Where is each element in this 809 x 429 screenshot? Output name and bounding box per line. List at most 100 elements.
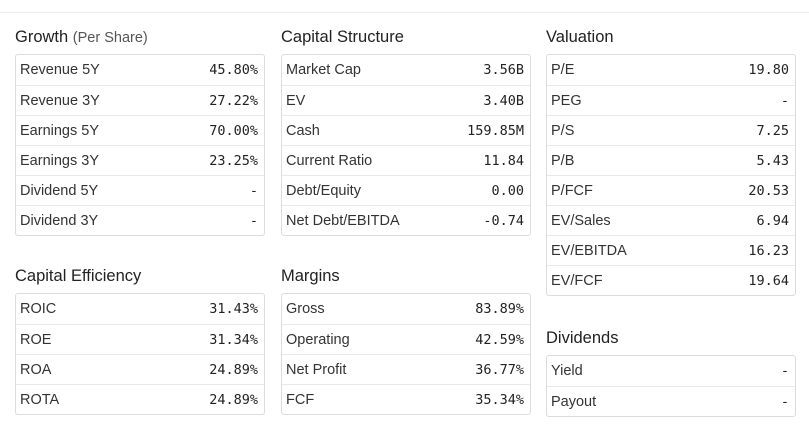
row-value: 16.23	[748, 242, 789, 259]
row-label: ROIC	[20, 301, 57, 317]
row-value: -	[249, 182, 258, 199]
row-label: EV/EBITDA	[551, 242, 627, 259]
table-row: ROIC 31.43%	[16, 294, 264, 324]
section-title: Dividends	[546, 327, 796, 349]
row-label: Dividend 3Y	[20, 212, 99, 229]
table-row: Dividend 5Y -	[16, 175, 264, 205]
top-divider	[0, 12, 809, 13]
row-value: -	[249, 212, 258, 229]
row-label: EV	[286, 92, 306, 109]
row-value: 31.43%	[209, 301, 258, 317]
row-value: 3.56B	[483, 62, 524, 78]
table-row: PEG -	[547, 85, 795, 115]
row-label: P/S	[551, 122, 575, 139]
row-value: 11.84	[483, 152, 524, 169]
row-value: 23.25%	[209, 152, 258, 169]
margins-table: Gross 83.89% Operating 42.59% Net Profit 36…	[281, 293, 531, 415]
row-label: Revenue 5Y	[20, 62, 100, 78]
table-row: EV/Sales 6.94	[547, 205, 795, 235]
growth-subtitle: (Per Share)	[72, 30, 148, 46]
table-row: ROA 24.89%	[16, 354, 264, 384]
row-label: Earnings 5Y	[20, 122, 99, 139]
dividends-table: Yield - Payout -	[546, 355, 796, 417]
row-value: 19.80	[748, 62, 789, 78]
table-row: Debt/Equity 0.00	[282, 175, 530, 205]
row-label: Earnings 3Y	[20, 152, 99, 169]
section-title: Capital Efficiency	[15, 265, 265, 287]
row-value: 24.89%	[209, 391, 258, 408]
row-value: 159.85M	[467, 122, 524, 139]
growth-section: Growth (Per Share) Revenue 5Y 45.80% Reve…	[15, 26, 265, 236]
row-label: Market Cap	[286, 62, 361, 78]
row-value: -	[780, 393, 789, 410]
table-row: Payout -	[547, 386, 795, 416]
row-value: -	[780, 92, 789, 109]
table-row: ROTA 24.89%	[16, 384, 264, 414]
table-row: ROE 31.34%	[16, 324, 264, 354]
capital-structure-section: Capital Structure Market Cap 3.56B EV 3.40…	[281, 26, 531, 236]
row-label: Operating	[286, 331, 350, 348]
row-value: 19.64	[748, 272, 789, 289]
valuation-section: Valuation P/E 19.80 PEG - P/S 7.25 P/B 5.43 …	[546, 26, 796, 296]
margins-section: Margins Gross 83.89% Operating 42.59% Net …	[281, 265, 531, 415]
row-value: 5.43	[756, 152, 789, 169]
table-row: Dividend 3Y -	[16, 205, 264, 235]
row-value: 20.53	[748, 182, 789, 199]
row-label: ROE	[20, 331, 52, 348]
table-row: Gross 83.89%	[282, 294, 530, 324]
row-label: EV/FCF	[551, 272, 603, 289]
row-label: Gross	[286, 301, 325, 317]
table-row: Yield -	[547, 356, 795, 386]
row-value: 83.89%	[475, 301, 524, 317]
row-label: Revenue 3Y	[20, 92, 100, 109]
capital-efficiency-table: ROIC 31.43% ROE 31.34% ROA 24.89% ROTA 24.89…	[15, 293, 265, 415]
row-value: 45.80%	[209, 62, 258, 78]
table-row: Earnings 5Y 70.00%	[16, 115, 264, 145]
row-label: Yield	[551, 363, 583, 379]
row-label: P/E	[551, 62, 575, 78]
table-row: EV 3.40B	[282, 85, 530, 115]
row-value: 6.94	[756, 212, 789, 229]
row-label: Cash	[286, 122, 320, 139]
row-value: 7.25	[756, 122, 789, 139]
capital-structure-table: Market Cap 3.56B EV 3.40B Cash 159.85M Curr…	[281, 54, 531, 236]
table-row: Operating 42.59%	[282, 324, 530, 354]
row-value: 36.77%	[475, 361, 524, 378]
row-value: 24.89%	[209, 361, 258, 378]
section-title: Margins	[281, 265, 531, 287]
row-value: 70.00%	[209, 122, 258, 139]
row-value: -0.74	[483, 212, 524, 229]
row-label: ROTA	[20, 391, 60, 408]
table-row: Net Debt/EBITDA -0.74	[282, 205, 530, 235]
row-label: Debt/Equity	[286, 182, 361, 199]
dividends-section: Dividends Yield - Payout -	[546, 327, 796, 417]
row-label: P/FCF	[551, 182, 593, 199]
capital-efficiency-section: Capital Efficiency ROIC 31.43% ROE 31.34% …	[15, 265, 265, 415]
row-value: 31.34%	[209, 331, 258, 348]
row-value: 3.40B	[483, 92, 524, 109]
table-row: P/B 5.43	[547, 145, 795, 175]
dividends-title: Dividends	[546, 329, 619, 347]
table-row: P/S 7.25	[547, 115, 795, 145]
table-row: FCF 35.34%	[282, 384, 530, 414]
row-label: FCF	[286, 391, 315, 408]
row-label: Net Profit	[286, 361, 347, 378]
table-row: Earnings 3Y 23.25%	[16, 145, 264, 175]
margins-title: Margins	[281, 267, 340, 285]
row-label: ROA	[20, 361, 52, 378]
table-row: Current Ratio 11.84	[282, 145, 530, 175]
valuation-table: P/E 19.80 PEG - P/S 7.25 P/B 5.43 P/FCF 20.53…	[546, 54, 796, 296]
section-title: Growth (Per Share)	[15, 26, 265, 48]
section-title: Valuation	[546, 26, 796, 48]
table-row: Cash 159.85M	[282, 115, 530, 145]
capital-structure-title: Capital Structure	[281, 28, 404, 46]
row-label: EV/Sales	[551, 212, 611, 229]
growth-title: Growth	[15, 28, 69, 46]
valuation-title: Valuation	[546, 28, 614, 46]
section-title: Capital Structure	[281, 26, 531, 48]
table-row: P/E 19.80	[547, 55, 795, 85]
row-value: -	[780, 363, 789, 379]
capital-efficiency-title: Capital Efficiency	[15, 267, 142, 285]
growth-table: Revenue 5Y 45.80% Revenue 3Y 27.22% Earnin…	[15, 54, 265, 236]
table-row: P/FCF 20.53	[547, 175, 795, 205]
